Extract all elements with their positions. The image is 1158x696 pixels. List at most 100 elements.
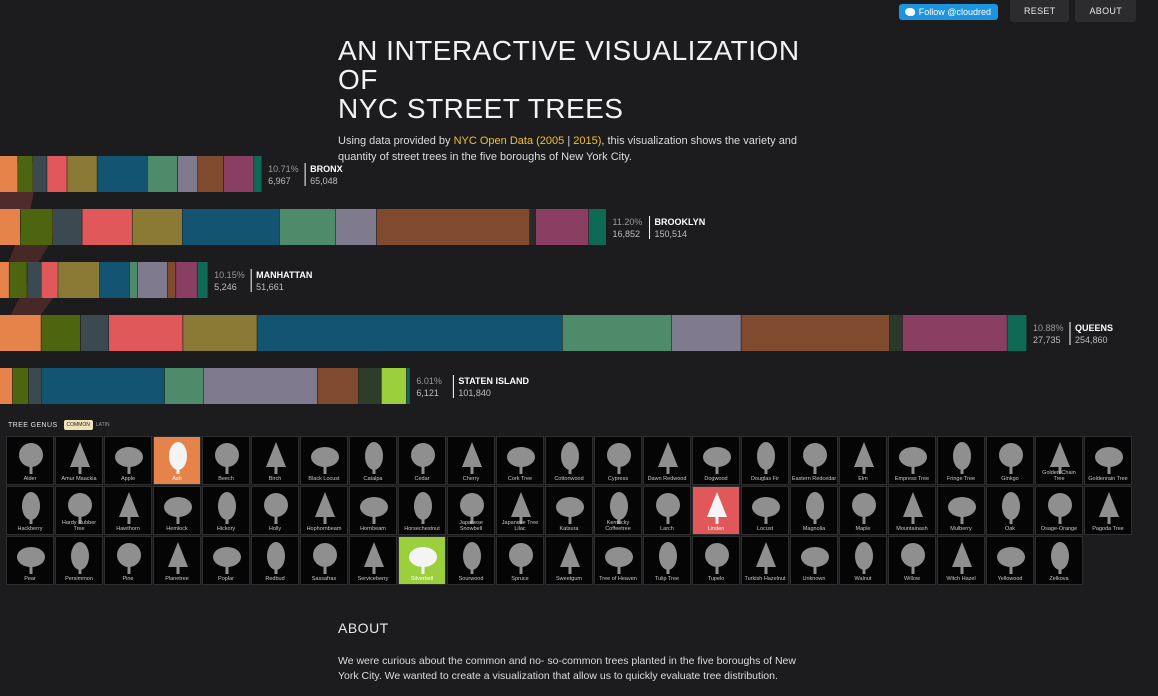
bar-segment[interactable] [406, 368, 410, 404]
reset-button[interactable]: RESET [1009, 0, 1070, 22]
genus-cell[interactable]: Holly [251, 486, 299, 535]
bar-segment[interactable] [97, 156, 147, 192]
genus-cell[interactable]: Horsechestnut [398, 486, 446, 535]
genus-cell[interactable]: Beech [202, 436, 250, 485]
genus-cell[interactable]: Japanese Snowbell [447, 486, 495, 535]
bar-segment[interactable] [0, 262, 9, 298]
bar-segment[interactable] [27, 262, 42, 298]
bar-segment[interactable] [12, 368, 29, 404]
bar-segment[interactable] [41, 262, 58, 298]
genus-cell[interactable]: Golden Chain Tree [1035, 436, 1083, 485]
genus-cell[interactable]: Hawthorn [104, 486, 152, 535]
genus-cell[interactable]: Serviceberry [349, 536, 397, 585]
genus-cell[interactable]: Sweetgum [545, 536, 593, 585]
genus-cell[interactable]: Oak [986, 486, 1034, 535]
genus-cell[interactable]: Pear [6, 536, 54, 585]
bar-segment[interactable] [0, 209, 20, 245]
bar-segment[interactable] [741, 315, 890, 351]
genus-cell[interactable]: Persimmon [55, 536, 103, 585]
genus-cell[interactable]: Cork Tree [496, 436, 544, 485]
genus-cell[interactable]: Silverbell [398, 536, 446, 585]
bar-segment[interactable] [381, 368, 407, 404]
genus-cell[interactable]: Mulberry [937, 486, 985, 535]
genus-cell[interactable]: Zelkova [1035, 536, 1083, 585]
genus-cell[interactable]: Apple [104, 436, 152, 485]
bar-segment[interactable] [183, 315, 257, 351]
genus-cell[interactable]: Ginkgo [986, 436, 1034, 485]
bar-segment[interactable] [0, 368, 13, 404]
bar-segment[interactable] [67, 156, 97, 192]
bar-segment[interactable] [28, 368, 41, 404]
bar-segment[interactable] [167, 262, 176, 298]
genus-cell[interactable]: Black Locust [300, 436, 348, 485]
genus-cell[interactable]: Willow [888, 536, 936, 585]
genus-cell[interactable]: Unknown [790, 536, 838, 585]
genus-cell[interactable]: Hemlock [153, 486, 201, 535]
genus-cell[interactable]: Hackberry [6, 486, 54, 535]
bar-segment[interactable] [671, 315, 741, 351]
genus-cell[interactable]: Cypress [594, 436, 642, 485]
bar-segment[interactable] [358, 368, 381, 404]
bar-segment[interactable] [9, 262, 27, 298]
genus-cell[interactable]: Pine [104, 536, 152, 585]
genus-cell[interactable]: Witch Hazel [937, 536, 985, 585]
genus-cell[interactable]: Cottonwood [545, 436, 593, 485]
bar-segment[interactable] [41, 315, 80, 351]
genus-cell[interactable]: Japanese Tree Lilac [496, 486, 544, 535]
bar-segment[interactable] [889, 315, 903, 351]
genus-cell[interactable]: Birch [251, 436, 299, 485]
genus-cell[interactable]: Tupelo [692, 536, 740, 585]
genus-cell[interactable]: Turkish Hazelnut [741, 536, 789, 585]
genus-cell[interactable]: Linden [692, 486, 740, 535]
bar-segment[interactable] [562, 315, 671, 351]
genus-cell[interactable]: Fringe Tree [937, 436, 985, 485]
genus-cell[interactable]: Dawn Redwood [643, 436, 691, 485]
bar-segment[interactable] [129, 262, 138, 298]
bar-segment[interactable] [376, 209, 530, 245]
name-toggle[interactable]: COMMON LATIN [63, 420, 113, 430]
bar-segment[interactable] [164, 368, 203, 404]
bar-segment[interactable] [58, 262, 100, 298]
bar-segment[interactable] [53, 209, 82, 245]
nyc-open-data-link[interactable]: NYC Open Data [453, 135, 534, 147]
genus-cell[interactable]: Douglas Fir [741, 436, 789, 485]
genus-cell[interactable]: Redbud [251, 536, 299, 585]
genus-cell[interactable]: Maple [839, 486, 887, 535]
genus-cell[interactable]: Goldenrain Tree [1084, 436, 1132, 485]
bar-segment[interactable] [254, 156, 262, 192]
genus-cell[interactable]: Sassafras [300, 536, 348, 585]
genus-cell[interactable]: Katsura [545, 486, 593, 535]
bar-segment[interactable] [80, 315, 109, 351]
toggle-common[interactable]: COMMON [63, 420, 93, 430]
bar-segment[interactable] [317, 368, 359, 404]
genus-cell[interactable]: Eastern Redcedar [790, 436, 838, 485]
bar-segment[interactable] [33, 156, 47, 192]
twitter-follow-button[interactable]: Follow @cloudred [898, 4, 998, 20]
genus-cell[interactable]: Hardy Rubber Tree [55, 486, 103, 535]
genus-cell[interactable]: Magnolia [790, 486, 838, 535]
bar-segment[interactable] [20, 209, 53, 245]
bar-segment[interactable] [0, 156, 18, 192]
bar-segment[interactable] [535, 209, 589, 245]
data-2015-link[interactable]: 2015) [573, 135, 602, 147]
bar-segment[interactable] [176, 262, 197, 298]
genus-cell[interactable]: Walnut [839, 536, 887, 585]
bar-segment[interactable] [279, 209, 335, 245]
genus-cell[interactable]: Empress Tree [888, 436, 936, 485]
genus-cell[interactable]: Sourwood [447, 536, 495, 585]
genus-cell[interactable]: Osage-Orange [1035, 486, 1083, 535]
genus-cell[interactable]: Yellowood [986, 536, 1034, 585]
bar-segment[interactable] [182, 209, 280, 245]
genus-cell[interactable]: Larch [643, 486, 691, 535]
genus-cell[interactable]: Hickory [202, 486, 250, 535]
genus-cell[interactable]: Alder [6, 436, 54, 485]
bar-segment[interactable] [335, 209, 377, 245]
genus-cell[interactable]: Hornbeam [349, 486, 397, 535]
bar-segment[interactable] [530, 209, 536, 245]
bar-segment[interactable] [177, 156, 198, 192]
bar-segment[interactable] [47, 156, 67, 192]
genus-cell[interactable]: Kentucky Coffeetree [594, 486, 642, 535]
bar-segment[interactable] [0, 315, 41, 351]
bar-segment[interactable] [99, 262, 129, 298]
bar-segment[interactable] [109, 315, 183, 351]
